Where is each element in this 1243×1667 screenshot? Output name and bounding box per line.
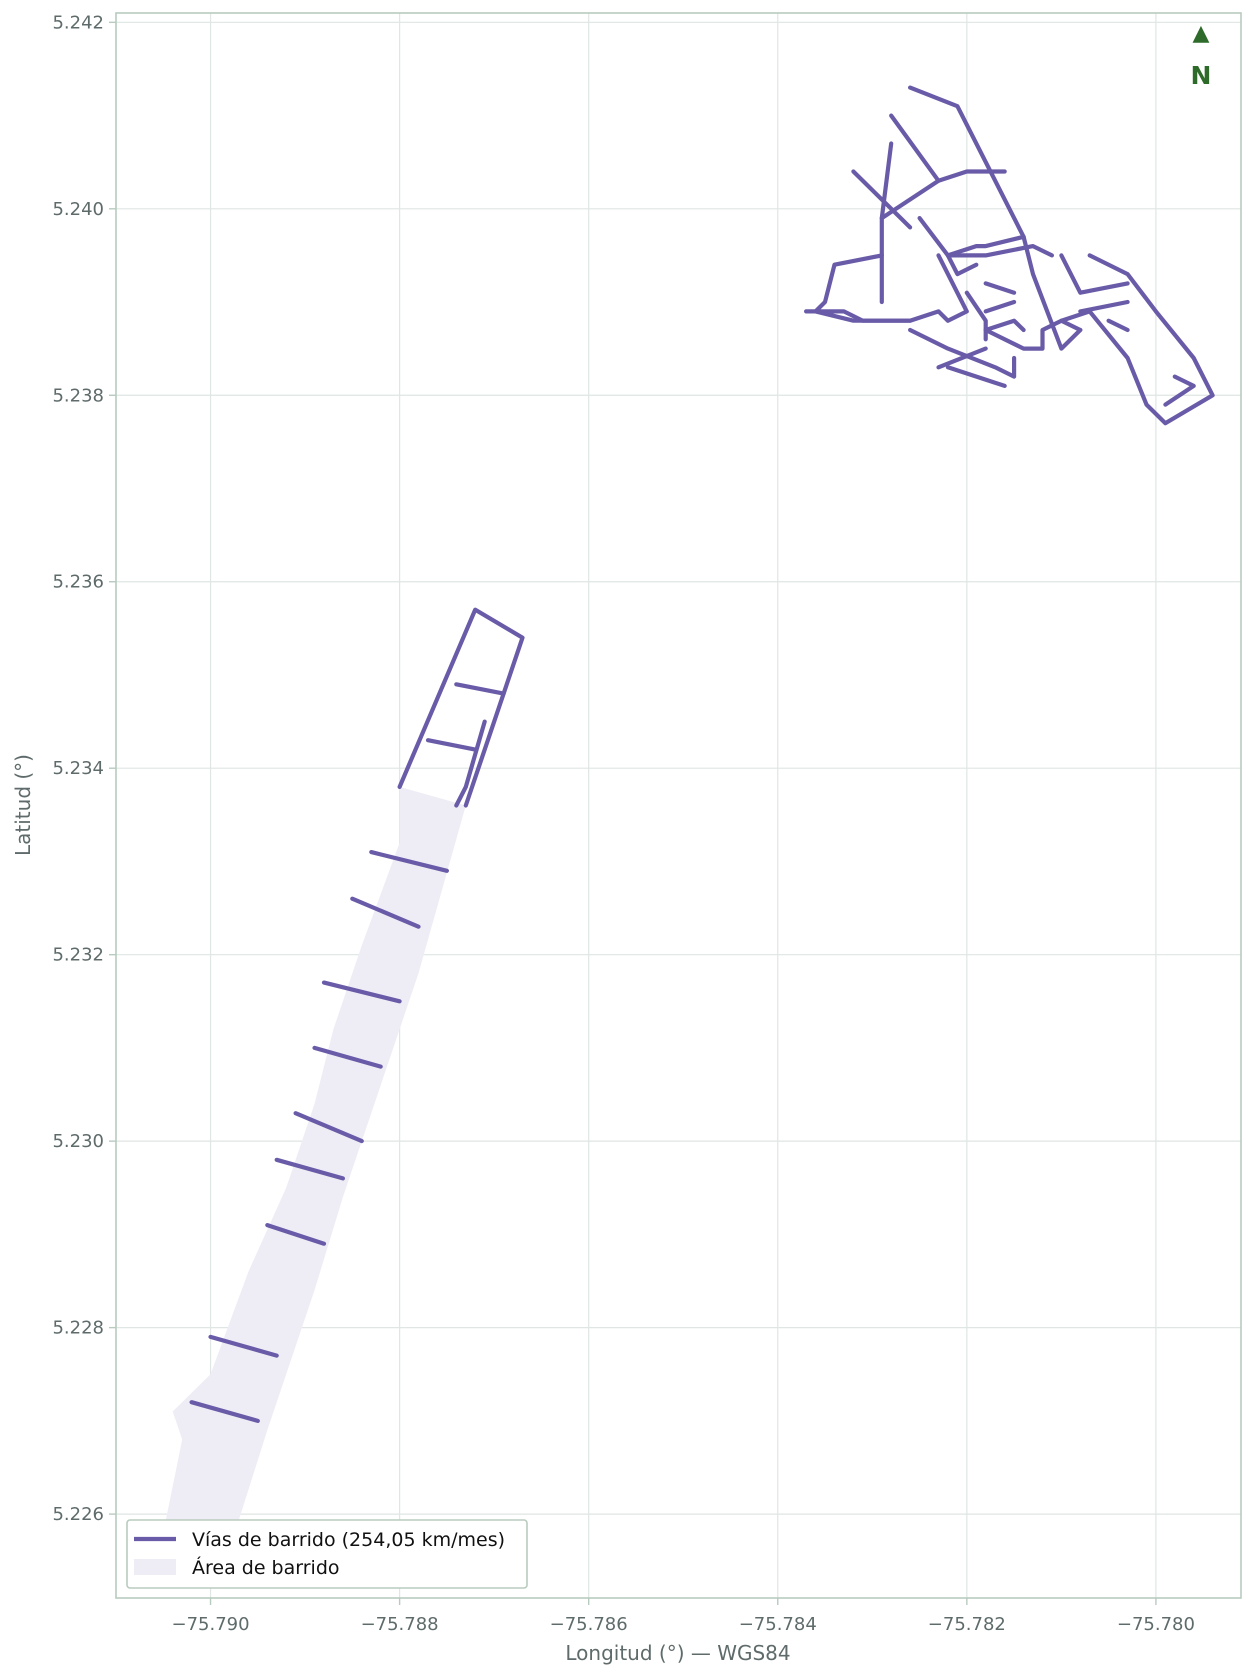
road-segment-32	[983, 318, 1064, 351]
y-tick-label: 5.230	[52, 1131, 104, 1152]
road-segment-4	[369, 849, 449, 873]
legend-road-label: Vías de barrido (254,05 km/mes)	[192, 1529, 505, 1551]
road-segment-6	[321, 980, 402, 1004]
road-segment-15	[851, 169, 913, 230]
y-tick-label: 5.234	[52, 758, 104, 779]
road-segment-26	[983, 318, 1026, 333]
y-tick-label: 5.228	[52, 1318, 104, 1339]
sweep-area-layer	[153, 786, 466, 1580]
y-tick-label: 5.240	[52, 199, 104, 220]
road-segment-8	[293, 1111, 364, 1144]
legend-area-label: Área de barrido	[192, 1556, 340, 1579]
road-segment-24	[983, 281, 1017, 295]
road-segment-13	[907, 85, 1083, 351]
x-tick-label: −75.782	[928, 1614, 1006, 1635]
road-segment-31	[1163, 374, 1196, 407]
y-tick-label: 5.242	[52, 12, 104, 33]
legend-area-swatch	[134, 1559, 176, 1575]
road-segment-0	[397, 607, 525, 808]
road-segment-1	[454, 682, 506, 696]
road-segment-27	[1059, 253, 1215, 426]
legend: Vías de barrido (254,05 km/mes) Área de …	[126, 1519, 528, 1589]
road-segment-9	[274, 1157, 345, 1181]
x-tick-label: −75.788	[361, 1614, 439, 1635]
road-segment-25	[983, 299, 1017, 314]
road-segment-20	[945, 253, 979, 277]
x-axis-title: Longitud (°) — WGS84	[565, 1641, 790, 1665]
road-segment-33	[907, 327, 1017, 379]
x-tick-label: −75.780	[1117, 1614, 1195, 1635]
road-segment-23	[964, 290, 988, 342]
north-label: N	[1191, 61, 1212, 90]
legend-box	[126, 1519, 528, 1589]
road-segment-28	[1059, 253, 1130, 295]
plot-background	[116, 13, 1241, 1598]
road-segment-29	[1078, 299, 1130, 314]
y-tick-label: 5.232	[52, 945, 104, 966]
y-tick-label: 5.236	[52, 572, 104, 593]
north-arrow: ▲ N	[1191, 21, 1212, 90]
road-segment-18	[917, 216, 1026, 258]
road-segment-34	[936, 346, 988, 370]
road-segment-16	[936, 169, 1007, 183]
road-segment-14	[879, 113, 941, 221]
road-segment-2	[425, 738, 478, 752]
road-segment-22	[803, 253, 969, 323]
road-segment-7	[312, 1045, 383, 1069]
x-tick-label: −75.790	[171, 1614, 249, 1635]
road-segment-3	[454, 719, 487, 808]
north-arrow-icon: ▲	[1193, 21, 1210, 46]
road-segment-12	[189, 1400, 260, 1424]
plot-frame	[115, 12, 1242, 1599]
road-segment-5	[350, 896, 421, 929]
road-segment-10	[265, 1222, 327, 1246]
road-segment-30	[1106, 318, 1130, 333]
y-axis-title: Latitud (°)	[11, 754, 35, 856]
y-axis-ticks: 5.226 5.228 5.230 5.232 5.234 5.236 5.238 5.240…	[52, 12, 116, 1525]
y-tick-label: 5.238	[52, 385, 104, 406]
x-tick-label: −75.784	[739, 1614, 817, 1635]
sweep-roads-layer	[189, 85, 1215, 1424]
x-axis-ticks: −75.790 −75.788 −75.786 −75.784 −75.782 −75.7…	[171, 1598, 1195, 1635]
y-tick-label: 5.226	[52, 1504, 104, 1525]
x-tick-label: −75.786	[550, 1614, 628, 1635]
road-segment-19	[945, 244, 1055, 258]
road-segment-11	[208, 1334, 279, 1358]
road-segment-35	[945, 365, 1007, 388]
sweep-area	[153, 786, 466, 1580]
